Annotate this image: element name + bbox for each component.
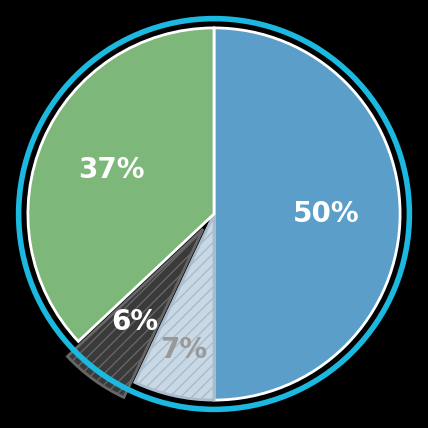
Text: 7%: 7% [160,336,207,364]
Wedge shape [135,214,214,400]
Wedge shape [28,28,214,342]
Text: 6%: 6% [112,309,159,336]
Wedge shape [68,229,203,398]
Text: 50%: 50% [292,200,359,228]
Wedge shape [214,28,400,400]
Text: 37%: 37% [78,156,145,184]
